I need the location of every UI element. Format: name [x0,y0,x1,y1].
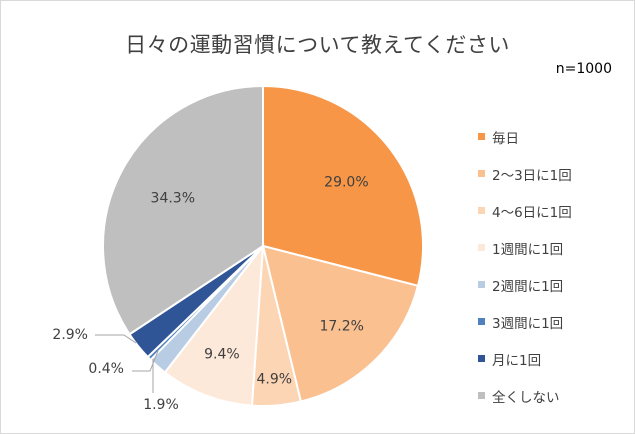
pie-slice-4 [163,242,265,407]
leader-line-6 [132,350,159,372]
data-label-5: 1.9% [143,397,179,413]
data-label-7: 2.9% [52,327,88,343]
legend-swatch [478,281,485,288]
legend-label: 月に1回 [492,352,542,369]
data-label-2: 17.2% [319,319,363,335]
chart-title: 日々の運動習慣について教えてください [125,33,510,57]
legend-item-7: 月に1回 [478,340,572,377]
pie-slice-2 [261,244,420,403]
legend-swatch [478,207,485,214]
legend-label: 2週間に1回 [492,278,564,295]
data-label-4: 9.4% [204,347,240,363]
legend: 毎日 2～3日に1回 4～6日に1回 1週間に1回 2週間に1回 3週間に1回 月に1回全く… [478,118,572,414]
legend-swatch [478,170,485,177]
legend-swatch [478,392,485,399]
legend-label: 全くしない [492,389,560,406]
legend-label: 毎日 [492,130,519,147]
legend-item-1: 毎日 [478,118,572,155]
legend-item-5: 2週間に1回 [478,266,572,303]
legend-label: 4～6日に1回 [492,204,572,221]
legend-item-6: 3週間に1回 [478,303,572,340]
legend-item-3: 4～6日に1回 [478,192,572,229]
data-label-6: 0.4% [88,361,124,377]
legend-swatch [478,244,485,251]
data-label-3: 4.9% [257,371,293,387]
data-label-1: 29.0% [324,174,368,190]
data-label-8: 34.3% [151,191,195,207]
legend-swatch [478,355,485,362]
legend-swatch [478,133,485,140]
legend-label: 2～3日に1回 [492,167,572,184]
legend-label: 3週間に1回 [492,315,564,332]
legend-item-2: 2～3日に1回 [478,155,572,192]
legend-swatch [478,318,485,325]
leader-line-7 [95,334,137,344]
legend-item-8: 全くしない [478,377,572,414]
legend-label: 1週間に1回 [492,241,564,258]
pie-slice-1 [262,84,424,288]
pie-slice-8 [102,84,264,336]
sample-size-note: n=1000 [555,61,612,77]
legend-item-4: 1週間に1回 [478,229,572,266]
